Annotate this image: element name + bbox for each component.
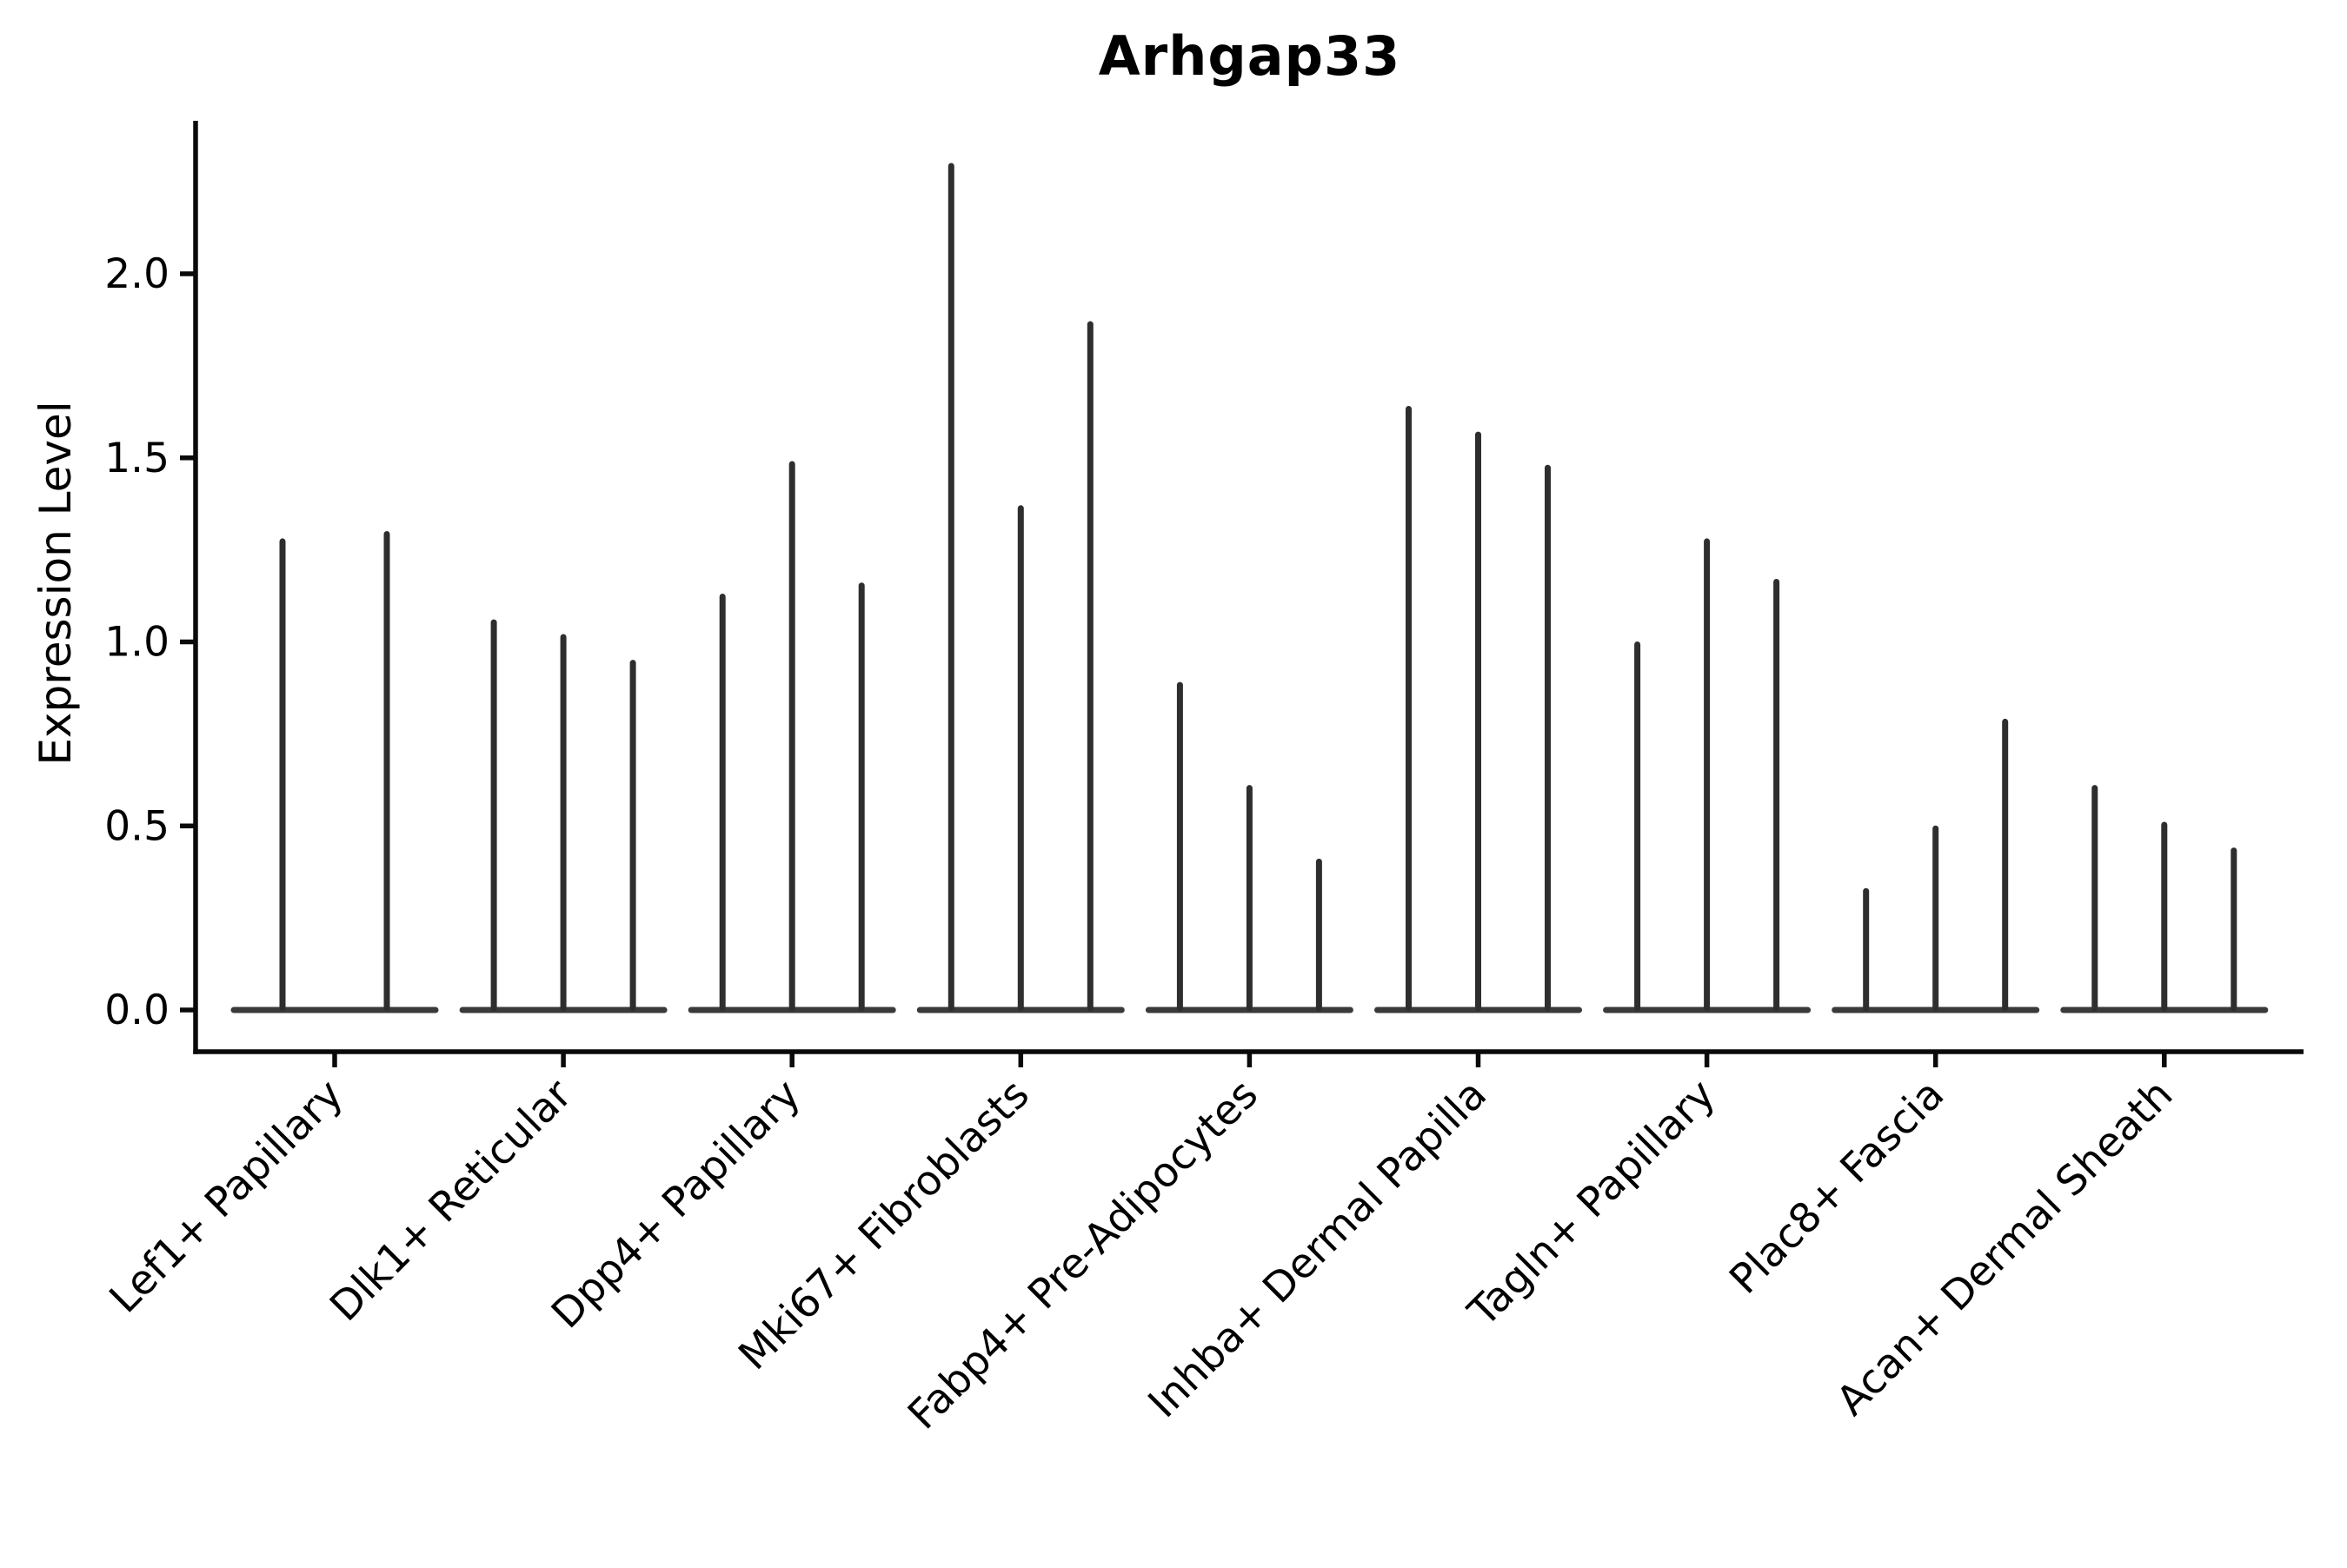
y-tick-label: 1.5 [104, 435, 170, 482]
x-tick-label: Tagln+ Papillary [1459, 1071, 1725, 1337]
x-tick-label: Plac8+ Fascia [1720, 1071, 1953, 1304]
y-tick-label: 0.0 [104, 987, 170, 1034]
x-tick-label: Lef1+ Papillary [101, 1071, 353, 1323]
y-tick-label: 1.0 [104, 619, 170, 667]
x-tick-label: Dpp4+ Papillary [542, 1071, 810, 1339]
y-axis-label: Expression Level [30, 401, 81, 766]
x-tick-label: Dlk1+ Reticular [321, 1070, 582, 1331]
y-tick-label: 0.5 [104, 802, 170, 850]
y-tick-label: 2.0 [104, 250, 170, 298]
chart-title: Arhgap33 [1098, 24, 1401, 88]
